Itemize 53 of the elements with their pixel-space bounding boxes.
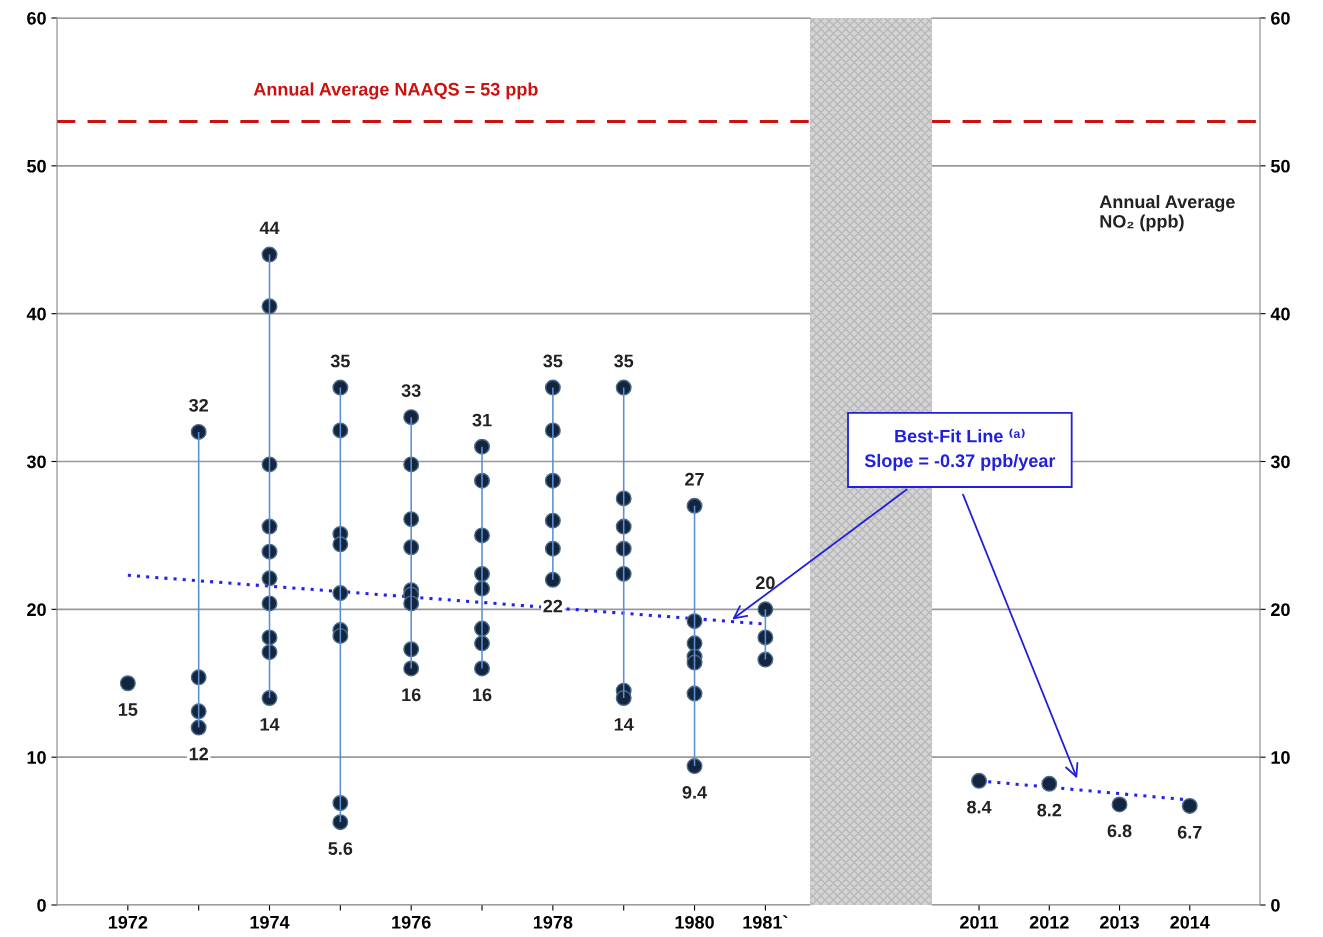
data-label: 8.4 — [967, 800, 992, 814]
y2-tick-label: 20 — [1271, 603, 1290, 617]
x-tick-label: 1980 — [675, 915, 714, 929]
data-label: 31 — [472, 413, 492, 427]
data-label: 35 — [543, 354, 563, 368]
data-label: 14 — [260, 718, 280, 731]
data-label: 44 — [259, 221, 280, 235]
data-label: 35 — [614, 354, 634, 368]
x-tick-label: 2014 — [1170, 915, 1210, 929]
point — [1181, 797, 1198, 814]
y-tick-label: 0 — [37, 898, 46, 912]
y-tick-label: 30 — [26, 455, 46, 469]
x-tick-label: 1972 — [108, 915, 148, 929]
y-tick-label: 50 — [27, 159, 46, 173]
data-label: 12 — [189, 747, 208, 761]
data-label: 35 — [330, 354, 350, 368]
ref-line-label: Annual Average NAAQS = 53 ppb — [253, 82, 538, 100]
point — [1111, 796, 1128, 813]
x-tick-label: 2013 — [1100, 915, 1139, 929]
point — [1041, 775, 1058, 792]
x-tick-label: 1974 — [250, 915, 290, 929]
data-label: 16 — [402, 688, 421, 702]
annotation: Best-Fit Line ⁽ᵃ⁾ Slope = -0.37 ppb/year — [864, 428, 1056, 471]
data-label: 16 — [473, 688, 492, 702]
y2-tick-label: 10 — [1271, 751, 1290, 764]
x-tick-label: 1981` — [743, 915, 788, 929]
y-tick-label: 10 — [27, 751, 46, 764]
data-label: 14 — [614, 718, 634, 731]
data-label: 9.4 — [682, 785, 707, 799]
data-label: 15 — [118, 703, 138, 716]
x-tick-label: 1976 — [392, 915, 431, 929]
y-tick-label: 40 — [26, 307, 46, 321]
y2-tick-label: 50 — [1270, 159, 1290, 173]
y2-axis-title: Annual Average NO₂ (ppb) — [1099, 194, 1235, 232]
y2-tick-label: 60 — [1271, 11, 1290, 25]
data-label: 5.6 — [328, 842, 353, 855]
data-label: 32 — [189, 398, 208, 412]
data-label: 8.2 — [1037, 803, 1062, 817]
data-label: 6.7 — [1177, 825, 1202, 839]
y-tick-label: 20 — [27, 603, 46, 617]
x-tick-label: 2011 — [960, 915, 999, 929]
y-tick-label: 60 — [27, 11, 46, 25]
data-label: 20 — [755, 576, 775, 590]
data-label: 27 — [685, 472, 704, 486]
y2-tick-label: 0 — [1271, 898, 1280, 912]
x-tick-label: 1978 — [533, 915, 573, 929]
point — [971, 772, 988, 789]
x-tick-label: 2012 — [1029, 915, 1069, 929]
data-label: 22 — [543, 599, 563, 613]
y2-tick-label: 40 — [1270, 307, 1290, 321]
y2-tick-label: 30 — [1270, 455, 1290, 469]
data-label: 33 — [401, 384, 421, 397]
data-label: 6.8 — [1107, 824, 1132, 838]
